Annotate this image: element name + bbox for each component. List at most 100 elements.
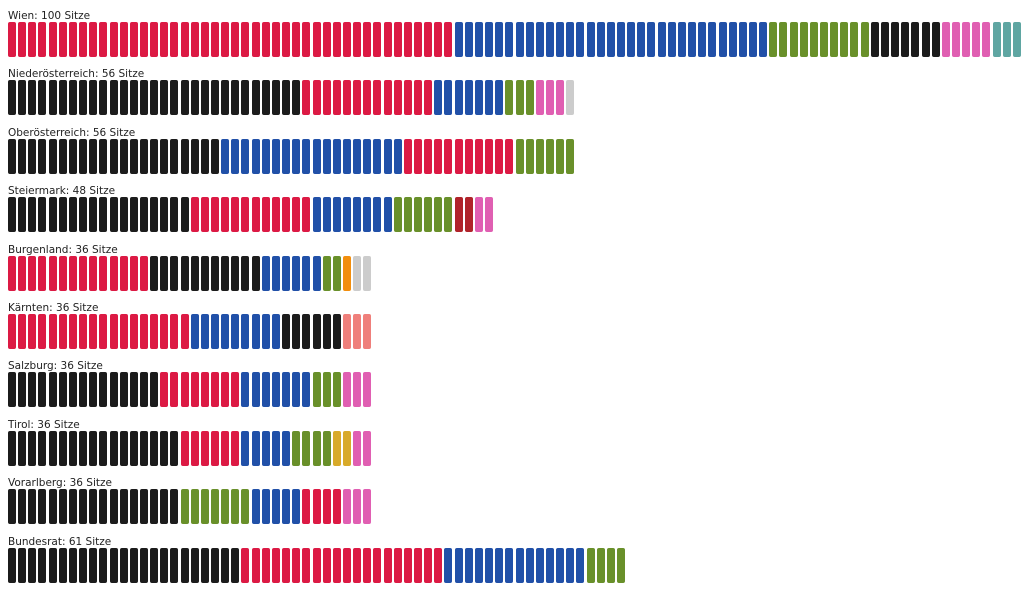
- seat-black: [170, 80, 179, 116]
- seat-red: [271, 22, 280, 57]
- seat-black: [8, 80, 16, 116]
- seat-black: [68, 489, 77, 525]
- seat-red: [271, 547, 280, 583]
- seat-black: [129, 547, 138, 583]
- seat-black: [48, 138, 57, 174]
- seat-blue: [271, 430, 280, 466]
- row-label: Wien: 100 Sitze: [8, 10, 91, 22]
- seat-black: [150, 430, 159, 466]
- seat-black: [28, 430, 37, 466]
- seat-black: [241, 255, 250, 291]
- seat-blue: [251, 489, 260, 525]
- row-label: Oberösterreich: 56 Sitze: [8, 126, 136, 139]
- seat-blue: [454, 547, 463, 583]
- seat-red: [139, 22, 148, 57]
- seat-blue: [312, 255, 321, 291]
- seat-blue: [515, 22, 524, 57]
- seat-black: [190, 255, 199, 291]
- seat-green: [860, 22, 869, 57]
- seat-red: [312, 489, 321, 525]
- seat-black: [139, 197, 148, 233]
- seat-red: [251, 547, 260, 583]
- seat-black: [89, 547, 98, 583]
- seat-pink: [545, 80, 554, 116]
- seat-red: [292, 197, 301, 233]
- seat-blue: [535, 22, 544, 57]
- seat-blue: [718, 22, 727, 57]
- seat-black: [180, 547, 189, 583]
- seat-salmon: [353, 314, 362, 349]
- seat-pink: [353, 489, 362, 525]
- seat-black: [58, 489, 67, 525]
- seat-black: [89, 80, 98, 116]
- seat-black: [109, 80, 118, 116]
- seat-red: [200, 430, 209, 466]
- seat-black: [170, 255, 179, 291]
- seat-red: [211, 197, 219, 233]
- seat-blue: [292, 138, 301, 174]
- seat-black: [99, 197, 108, 233]
- seat-blue: [576, 547, 585, 583]
- seat-black: [68, 80, 77, 116]
- seat-black: [58, 197, 67, 233]
- seat-black: [68, 430, 77, 466]
- seat-grey: [566, 80, 575, 116]
- seat-green: [444, 197, 453, 233]
- seat-red: [8, 314, 16, 349]
- seat-red: [403, 22, 412, 57]
- seat-green: [850, 22, 859, 57]
- seat-blue: [535, 547, 544, 583]
- seat-black: [180, 255, 189, 291]
- seat-blue: [373, 138, 382, 174]
- seat-black: [99, 138, 108, 174]
- seat-red: [28, 22, 37, 57]
- seat-red: [282, 197, 291, 233]
- seat-black: [18, 547, 27, 583]
- seat-black: [28, 489, 37, 525]
- seat-blue: [596, 22, 605, 57]
- seat-red: [119, 255, 128, 291]
- seat-red: [332, 80, 341, 116]
- seat-blue: [312, 138, 321, 174]
- seat-green: [789, 22, 798, 57]
- seat-black: [28, 80, 37, 116]
- seat-black: [139, 430, 148, 466]
- seat-black: [129, 372, 138, 408]
- seat-black: [322, 314, 331, 349]
- seat-black: [170, 430, 179, 466]
- seat-red: [68, 255, 77, 291]
- seat-black: [292, 80, 301, 116]
- seat-black: [129, 430, 138, 466]
- seat-blue: [332, 138, 341, 174]
- seat-green: [535, 138, 544, 174]
- seat-green: [505, 80, 514, 116]
- seat-red: [119, 314, 128, 349]
- seat-blue: [271, 372, 280, 408]
- seat-red: [129, 22, 138, 57]
- seat-green: [606, 547, 615, 583]
- seat-black: [99, 372, 108, 408]
- seat-blue: [647, 22, 656, 57]
- seat-blue: [231, 314, 240, 349]
- seat-blue: [464, 22, 473, 57]
- seat-black: [89, 138, 98, 174]
- seat-blue: [271, 489, 280, 525]
- seat-red: [28, 255, 37, 291]
- seat-black: [119, 372, 128, 408]
- seat-black: [58, 372, 67, 408]
- seat-green: [799, 22, 808, 57]
- seat-green: [424, 197, 433, 233]
- seat-black: [79, 80, 88, 116]
- seat-black: [8, 489, 16, 525]
- seat-black: [58, 547, 67, 583]
- seat-black: [241, 80, 250, 116]
- seat-red: [200, 197, 209, 233]
- seat-red: [414, 80, 422, 116]
- row-label: Burgenland: 36 Sitze: [8, 243, 118, 256]
- row-label: Vorarlberg: 36 Sitze: [8, 477, 112, 490]
- seat-red: [79, 314, 88, 349]
- seat-black: [312, 314, 321, 349]
- seat-blue: [708, 22, 717, 57]
- seat-red: [322, 489, 331, 525]
- seat-red: [180, 372, 189, 408]
